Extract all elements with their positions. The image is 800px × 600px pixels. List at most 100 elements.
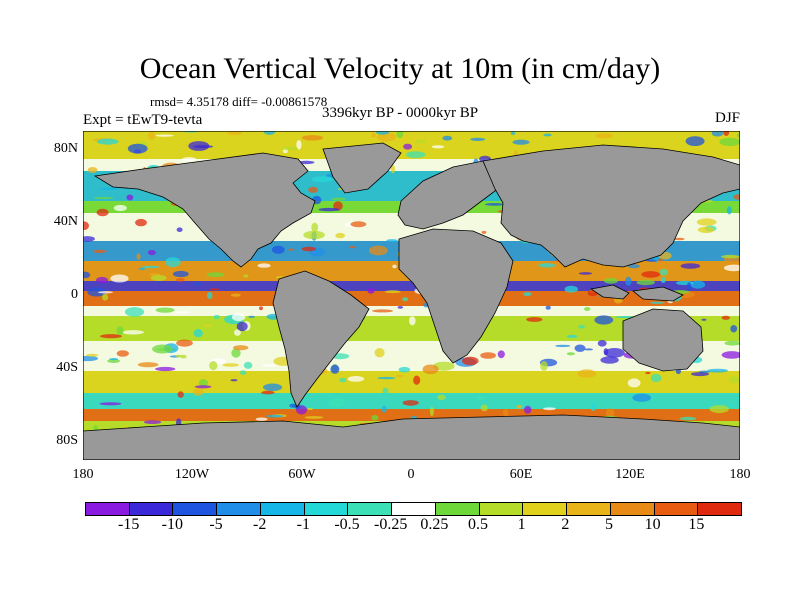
field-speckle	[148, 131, 156, 140]
field-speckle	[397, 306, 404, 309]
land-indonesia	[589, 284, 684, 302]
field-speckle	[301, 246, 316, 252]
field-speckle	[429, 406, 434, 417]
field-speckle	[625, 276, 632, 286]
colorbar-label: 1	[517, 516, 526, 533]
field-speckle	[193, 282, 202, 286]
field-speckle	[395, 374, 404, 378]
field-speckle	[584, 307, 591, 311]
field-speckle	[83, 355, 99, 362]
field-speckle	[226, 131, 243, 136]
field-speckle	[335, 232, 346, 239]
field-speckle	[234, 329, 241, 336]
field-speckle	[262, 364, 278, 367]
field-speckle	[724, 340, 740, 346]
field-speckle	[730, 325, 738, 333]
field-speckle	[645, 371, 651, 375]
field-speckle	[155, 307, 175, 313]
field-speckle	[676, 280, 694, 286]
field-speckle	[547, 315, 556, 324]
field-speckle	[206, 272, 225, 278]
field-speckle	[659, 268, 669, 276]
colorbar-label: -10	[161, 516, 183, 533]
field-speckle	[736, 133, 740, 138]
field-speckle	[116, 326, 124, 335]
colorbar-swatch	[348, 503, 393, 515]
field-speckle	[697, 226, 715, 233]
field-speckle	[93, 249, 107, 253]
field-speckle	[721, 254, 740, 259]
colorbar	[85, 502, 742, 516]
field-speckle	[255, 417, 268, 421]
colorbar-swatch	[523, 503, 568, 515]
field-speckle	[497, 350, 505, 359]
field-speckle	[298, 160, 315, 165]
field-speckle	[386, 239, 398, 243]
field-speckle	[728, 376, 740, 384]
field-speckle	[376, 131, 389, 135]
field-speckle	[311, 222, 319, 232]
colorbar-swatch	[217, 503, 261, 515]
colorbar-label: -15	[117, 516, 140, 533]
field-speckle	[350, 221, 367, 228]
field-speckle	[719, 137, 740, 147]
field-speckle	[99, 402, 122, 406]
season-label: DJF	[714, 110, 740, 126]
colorbar-label: 0.5	[468, 516, 488, 533]
field-speckle	[381, 405, 387, 413]
land-south-america	[272, 270, 370, 408]
field-speckle	[650, 373, 662, 383]
field-speckle	[301, 135, 324, 141]
field-speckle	[377, 376, 396, 380]
field-speckle	[175, 354, 183, 358]
field-speckle	[685, 136, 705, 146]
field-speckle	[371, 415, 379, 421]
field-speckle	[155, 366, 176, 372]
colorbar-label: -0.5	[334, 516, 360, 533]
field-speckle	[230, 379, 238, 382]
field-speckle	[726, 206, 732, 215]
map-title: Ocean Vertical Velocity at 10m (in cm/da…	[139, 52, 661, 85]
lat-label: 0	[71, 287, 78, 302]
field-speckle	[415, 139, 427, 144]
field-speckle	[595, 133, 614, 139]
field-speckle	[679, 416, 697, 421]
field-speckle	[680, 263, 701, 269]
field-speckle	[650, 301, 665, 304]
field-speckle	[368, 245, 388, 256]
field-speckle	[175, 311, 190, 314]
field-speckle	[339, 377, 347, 383]
field-speckle	[213, 314, 220, 320]
lon-label: 120E	[615, 467, 645, 482]
field-speckle	[85, 353, 99, 357]
field-speckle	[333, 201, 343, 211]
field-speckle	[263, 131, 276, 135]
field-speckle	[83, 221, 89, 230]
field-speckle	[627, 264, 640, 269]
field-speckle	[93, 197, 114, 199]
field-speckle	[431, 145, 445, 149]
field-speckle	[209, 361, 218, 371]
field-speckle	[723, 264, 740, 272]
field-speckle	[281, 146, 299, 151]
field-speckle	[577, 369, 597, 378]
field-speckle	[540, 361, 548, 371]
field-speckle	[691, 372, 709, 377]
field-speckle	[155, 134, 174, 137]
colorbar-label: 5	[605, 516, 613, 533]
field-speckle	[110, 274, 129, 283]
field-speckle	[257, 263, 271, 268]
field-speckle	[690, 280, 706, 289]
field-speckle	[147, 249, 156, 256]
land-africa	[398, 228, 514, 364]
field-speckle	[102, 293, 109, 301]
field-speckle	[510, 131, 516, 135]
lon-label: 180	[72, 467, 94, 482]
colorbar-swatch	[173, 503, 218, 515]
lon-label: 0	[407, 467, 415, 482]
field-band	[83, 281, 740, 291]
field-speckle	[512, 139, 530, 145]
field-speckle	[384, 290, 401, 294]
field-speckle	[523, 292, 532, 297]
field-speckle	[709, 405, 729, 414]
